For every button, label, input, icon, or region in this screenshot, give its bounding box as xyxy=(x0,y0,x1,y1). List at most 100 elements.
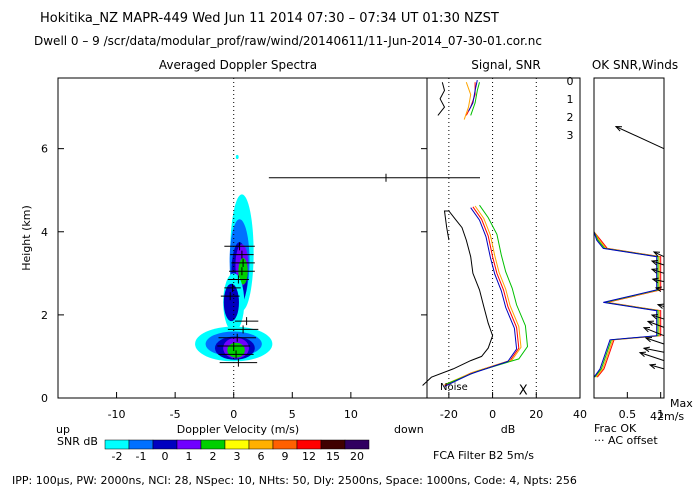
signal-series-3 xyxy=(444,205,522,386)
legend-entry-3: 3 xyxy=(567,129,574,142)
spectra-x-axis: -10 -5 0 5 10 xyxy=(108,392,358,421)
colorbar-swatch-3 xyxy=(176,439,202,450)
snr-blob-12 xyxy=(235,154,239,160)
colorbar-swatch-9 xyxy=(320,439,346,450)
legend-entry-1: 1 xyxy=(567,93,574,106)
colorbar-swatch-1 xyxy=(128,439,154,450)
wind-arrow-head-13 xyxy=(648,363,657,370)
ac-offset-text: AC offset xyxy=(608,434,658,447)
signal-reference-lines xyxy=(448,78,537,398)
wind-arrow-head-11 xyxy=(642,346,650,353)
wind-arrow-1 xyxy=(653,251,665,258)
wind-arrow-head-12 xyxy=(638,351,647,357)
colorbar-label-10: 20 xyxy=(350,450,364,463)
colorbar-swatch-4 xyxy=(200,439,226,450)
colorbar-label-7: 9 xyxy=(282,450,289,463)
signal-series-0 xyxy=(422,210,494,386)
legend-label: SNR dB xyxy=(57,435,98,448)
spectra-xlabel: Doppler Velocity (m/s) xyxy=(177,423,299,436)
colorbar-label-1: -1 xyxy=(136,450,147,463)
winds-xtick-label-0: 0.5 xyxy=(619,408,637,421)
x-marker: X xyxy=(519,384,528,399)
wind-arrow-5 xyxy=(655,287,665,291)
wind-arrow-3 xyxy=(651,268,665,274)
noise-label: Noise xyxy=(440,382,468,393)
wind-arrow-8 xyxy=(647,320,665,328)
wind-arrow-head-0 xyxy=(614,126,623,132)
colorbar-label-0: -2 xyxy=(112,450,123,463)
figure-title: Hokitika_NZ MAPR-449 Wed Jun 11 2014 07:… xyxy=(40,11,499,26)
colorbar-swatch-6 xyxy=(248,439,274,450)
colorbar-swatch-0 xyxy=(104,439,130,450)
wind-arrow-head-10 xyxy=(644,337,653,343)
spectra-xtick-label-1: -5 xyxy=(170,408,181,421)
signal-series xyxy=(422,79,529,387)
wind-arrow-head-7 xyxy=(650,314,659,320)
signal-panel: -20 0 20 40 X xyxy=(422,77,587,421)
spectra-down-label: down xyxy=(394,423,424,436)
colorbar-label-5: 3 xyxy=(234,450,241,463)
spectra-title: Averaged Doppler Spectra xyxy=(159,58,317,72)
signal-xtick-label-0: -20 xyxy=(440,408,458,421)
spectra-xtick-label-3: 5 xyxy=(289,408,296,421)
colorbar-label-2: 0 xyxy=(162,450,169,463)
colorbar-swatch-7 xyxy=(272,439,298,450)
colorbar-swatch-10 xyxy=(344,439,370,450)
wind-arrow-12 xyxy=(639,352,665,362)
winds-x-axis: 0.5 1 xyxy=(619,392,664,421)
colorbar-label-9: 15 xyxy=(326,450,340,463)
winds-xtick-label-1: 1 xyxy=(657,408,664,421)
signal-xtick-label-1: 0 xyxy=(489,408,496,421)
wind-arrow-9 xyxy=(643,327,665,337)
colorbar-swatch-8 xyxy=(296,439,322,450)
wind-arrow-head-6 xyxy=(656,303,665,309)
signal-series-4 xyxy=(446,204,529,385)
spectra-ylabel: Height (km) xyxy=(20,205,33,271)
colorbar-label-3: 1 xyxy=(186,450,193,463)
spectra-ytick-label-1: 2 xyxy=(41,309,48,322)
spectra-ytick-label-3: 6 xyxy=(41,143,48,156)
spectra-up-label: up xyxy=(56,423,70,436)
wind-arrow-head-3 xyxy=(650,268,659,274)
wind-arrow-head-5 xyxy=(654,286,662,292)
colorbar-label-6: 6 xyxy=(258,450,265,463)
signal-x-axis: -20 0 20 40 xyxy=(440,392,587,421)
frac-ok-line-0 xyxy=(593,231,662,378)
signal-title: Signal, SNR xyxy=(471,58,540,72)
wind-arrows xyxy=(614,126,665,370)
wind-arrow-head-2 xyxy=(650,260,659,266)
winds-frame xyxy=(593,77,665,399)
signal-frame xyxy=(426,77,581,399)
signal-series-1 xyxy=(437,82,446,116)
winds-title: OK SNR,Winds xyxy=(592,58,678,72)
wind-arrow-head-9 xyxy=(642,327,651,333)
ac-offset-label: ··· AC offset xyxy=(594,434,658,447)
wind-arrow-11 xyxy=(643,347,665,353)
wind-arrow-head-8 xyxy=(646,320,655,326)
frac-ok-line-3 xyxy=(593,231,658,378)
spectra-ytick-label-0: 0 xyxy=(41,392,48,405)
spectra-panel: -10 -5 0 5 10 0 2 4 6 xyxy=(41,77,480,421)
wind-arrow-13 xyxy=(649,364,665,370)
max-label: Max xyxy=(670,397,693,410)
wind-arrow-10 xyxy=(645,337,665,345)
colorbar-label-4: 2 xyxy=(210,450,217,463)
snr-blob-6 xyxy=(223,283,239,322)
filter-label: FCA Filter B2 5m/s xyxy=(433,449,534,462)
moment-markers xyxy=(217,173,480,367)
signal-x-marker: X xyxy=(519,384,528,399)
frac-ok-label: Frac OK xyxy=(594,422,637,435)
spectra-xtick-label-4: 10 xyxy=(344,408,358,421)
wind-arrow-head-4 xyxy=(651,277,659,284)
wind-arrow-2 xyxy=(651,260,665,266)
series-legend: 0 1 2 3 xyxy=(567,75,574,142)
colorbar-label-8: 12 xyxy=(302,450,316,463)
signal-xtick-label-3: 40 xyxy=(573,408,587,421)
spectra-xtick-label-0: -10 xyxy=(108,408,126,421)
wind-arrow-4 xyxy=(652,278,665,283)
colorbar-swatch-5 xyxy=(224,439,250,450)
parameters-line: IPP: 100μs, PW: 2000ns, NCI: 28, NSpec: … xyxy=(12,474,577,487)
signal-xlabel: dB xyxy=(501,423,516,436)
